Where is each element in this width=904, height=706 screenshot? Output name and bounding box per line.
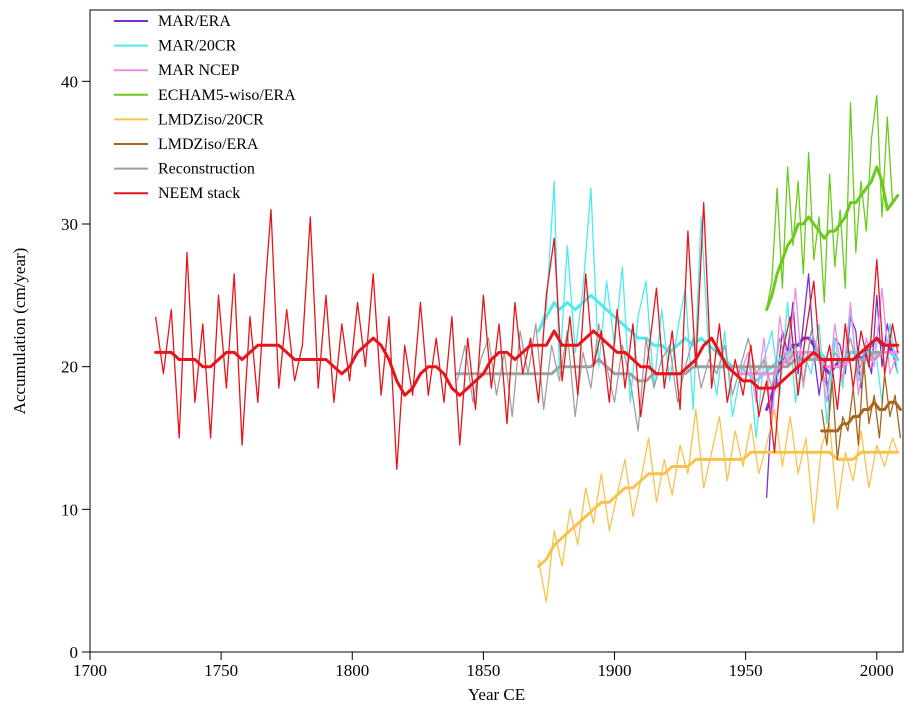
plot-frame bbox=[89, 9, 904, 653]
legend-label-neem-stack: NEEM stack bbox=[158, 185, 240, 202]
legend-label-reconstruction: Reconstruction bbox=[158, 161, 255, 178]
series-line-neem-stack bbox=[154, 201, 899, 471]
y-tick-label: 0 bbox=[70, 643, 79, 662]
series-smooth-neem-stack bbox=[154, 329, 900, 397]
x-tick-label: 1800 bbox=[335, 661, 369, 680]
legend-label-mar-20cr: MAR/20CR bbox=[158, 38, 237, 55]
y-tick-label: 30 bbox=[61, 215, 78, 234]
y-axis-label: Accumulation (cm/year) bbox=[10, 248, 29, 415]
series-line-echam5-wiso-era bbox=[765, 94, 899, 310]
y-tick-label: 10 bbox=[61, 500, 78, 519]
legend-label-echam5-wiso-era: ECHAM5-wiso/ERA bbox=[158, 87, 296, 104]
x-tick-label: 1850 bbox=[466, 661, 500, 680]
series-smooth-echam5-wiso-era bbox=[765, 165, 900, 312]
series-line-lmdziso-20cr bbox=[537, 408, 899, 603]
series-layer bbox=[154, 94, 902, 603]
legend-label-lmdziso-era: LMDZiso/ERA bbox=[158, 136, 259, 153]
legend-label-mar-ncep: MAR NCEP bbox=[158, 62, 239, 79]
x-tick-label: 1900 bbox=[598, 661, 632, 680]
series-line-lmdziso-era bbox=[821, 358, 902, 461]
legend: MAR/ERA MAR/20CR MAR NCEP ECHAM5-wiso/ERA LM… bbox=[114, 13, 296, 202]
series-line-mar-era bbox=[765, 273, 899, 498]
y-tick-label: 20 bbox=[61, 358, 78, 377]
x-tick-label: 1700 bbox=[73, 661, 107, 680]
series-smooth-lmdziso-20cr bbox=[537, 450, 900, 568]
x-axis-label: Year CE bbox=[468, 685, 525, 704]
legend-label-lmdziso-20cr: LMDZiso/20CR bbox=[158, 111, 264, 128]
ticks-layer: 1700 1750 1800 1850 1900 1950 2000 0 10 20 30 40 bbox=[61, 72, 894, 680]
series-line-mar-20cr bbox=[537, 180, 899, 439]
y-tick-label: 40 bbox=[61, 72, 78, 91]
x-tick-label: 1750 bbox=[204, 661, 238, 680]
series-smooth-lmdziso-era bbox=[820, 400, 902, 433]
legend-label-mar-era: MAR/ERA bbox=[158, 13, 231, 30]
x-tick-label: 2000 bbox=[860, 661, 894, 680]
x-tick-label: 1950 bbox=[729, 661, 763, 680]
